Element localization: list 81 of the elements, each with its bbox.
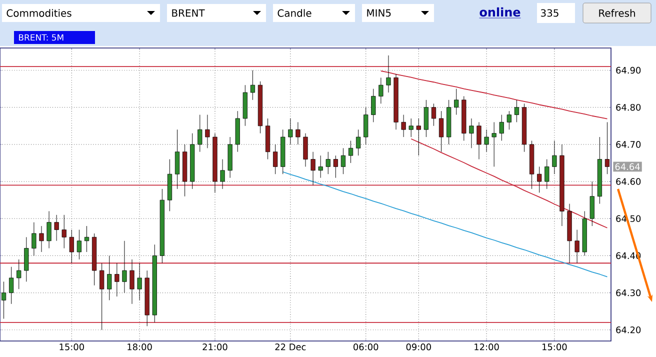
candlestick — [416, 118, 421, 156]
candlestick — [340, 148, 346, 174]
candlestick — [303, 133, 308, 167]
candlestick — [250, 70, 256, 100]
y-tick-label: 64.60 — [616, 178, 641, 185]
x-tick-label: 15:00 — [542, 344, 567, 350]
y-tick-label: 64.20 — [616, 326, 641, 334]
candlestick — [326, 152, 330, 174]
candlestick — [424, 100, 429, 138]
candlestick — [431, 103, 436, 126]
y-tick-label: 64.90 — [616, 66, 641, 74]
x-tick-label: 21:00 — [202, 344, 228, 350]
candlestick — [537, 166, 542, 193]
candlestick — [318, 155, 323, 178]
text: MIN5 — [367, 9, 391, 17]
candlestick — [469, 118, 474, 148]
candlestick — [544, 159, 550, 190]
candlestick — [84, 226, 90, 252]
text: Refresh — [599, 9, 635, 17]
candlestick — [16, 259, 22, 290]
candlestick — [348, 140, 354, 164]
candlestick — [356, 129, 361, 156]
candlestick — [574, 229, 580, 264]
y-tick-label: 64.80 — [616, 104, 641, 111]
candlestick — [1, 281, 6, 319]
text: 335 — [540, 9, 558, 17]
y-tick-label: 64.70 — [616, 141, 641, 148]
candlestick — [492, 122, 496, 167]
candlestick — [386, 55, 391, 93]
text: BRENT — [172, 9, 205, 17]
candlestick — [9, 266, 14, 304]
candlestick — [364, 107, 368, 145]
candlestick — [401, 114, 406, 138]
candlestick — [205, 114, 210, 148]
candlestick — [484, 129, 489, 152]
candlestick — [499, 114, 504, 141]
candlestick — [220, 159, 225, 190]
x-tick-label: 12:00 — [474, 344, 499, 350]
x-tick-label: 15:00 — [60, 344, 84, 350]
candlestick — [288, 118, 293, 145]
candlestick — [76, 229, 82, 260]
candlestick — [378, 77, 384, 104]
candlestick — [333, 155, 338, 178]
candlestick — [198, 114, 202, 152]
candlestick — [552, 140, 557, 174]
x-tick-label: 18:00 — [128, 344, 152, 350]
candlestick — [296, 122, 300, 145]
candlestick — [590, 181, 594, 226]
candlestick — [122, 240, 127, 294]
candlestick — [514, 100, 520, 122]
x-tick-label: 09:00 — [406, 344, 431, 350]
candlestick — [107, 255, 112, 300]
candlestick — [130, 259, 134, 304]
candlestick — [137, 262, 142, 300]
text: online — [480, 7, 520, 17]
text: Candle — [278, 9, 312, 17]
candlestick — [54, 214, 59, 242]
candlestick — [408, 118, 414, 138]
candlestick — [506, 110, 512, 130]
chart-title: BRENT: 5M — [19, 34, 64, 41]
candlestick — [371, 88, 376, 122]
candlestick — [273, 144, 278, 174]
candlestick — [46, 210, 52, 249]
candlestick — [476, 122, 482, 160]
candlestick — [438, 110, 444, 152]
candlestick — [69, 229, 74, 264]
annotation: 64.64 — [615, 163, 640, 170]
candlestick — [32, 222, 36, 256]
candlestick — [39, 226, 44, 252]
candlestick — [454, 88, 459, 116]
x-tick-label: 06:00 — [354, 344, 378, 350]
candlestick — [24, 236, 29, 282]
x-tick-label: 22 Dec — [275, 344, 306, 350]
text: Commodities — [6, 9, 72, 17]
y-tick-label: 64.30 — [616, 289, 641, 296]
candlestick — [174, 129, 180, 190]
candlestick — [310, 152, 316, 186]
candlestick — [100, 262, 104, 330]
candlestick — [604, 122, 610, 174]
candlestick — [62, 214, 66, 249]
candlestick — [114, 262, 120, 297]
